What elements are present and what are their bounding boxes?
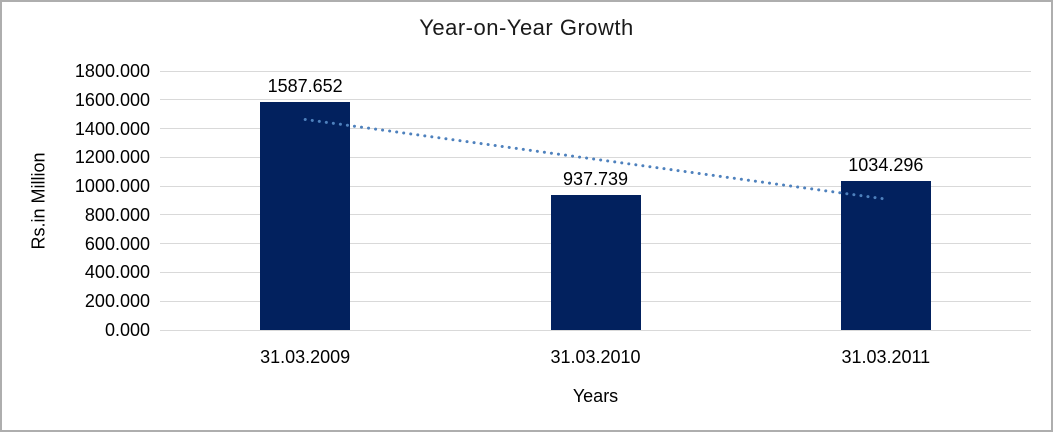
chart-title: Year-on-Year Growth bbox=[419, 15, 634, 40]
x-axis-title: Years bbox=[572, 386, 619, 406]
data-label: 1034.296 bbox=[848, 155, 924, 176]
bar bbox=[260, 101, 351, 330]
y-tick-label: 1400.000 bbox=[74, 118, 150, 139]
y-tick-label: 200.000 bbox=[84, 291, 150, 312]
y-tick-label: 1200.000 bbox=[74, 147, 150, 168]
gridline bbox=[160, 185, 1031, 187]
y-tick-label: 800.000 bbox=[84, 204, 150, 225]
data-label: 1587.652 bbox=[267, 75, 343, 96]
x-tick-label: 31.03.2009 bbox=[260, 347, 351, 367]
y-tick-label: 0.000 bbox=[104, 320, 150, 340]
gridline bbox=[160, 156, 1031, 158]
x-tick-label: 31.03.2010 bbox=[550, 347, 641, 367]
trendline bbox=[303, 117, 888, 201]
y-tick-label: 600.000 bbox=[84, 233, 150, 254]
plot-area: 1587.652 937.739 1034.296 bbox=[160, 70, 1031, 331]
gridline bbox=[160, 128, 1031, 130]
y-tick-label: 400.000 bbox=[84, 262, 150, 283]
x-tick-label: 31.03.2011 bbox=[841, 347, 931, 367]
data-label: 937.739 bbox=[562, 169, 629, 190]
y-tick-label: 1600.000 bbox=[74, 89, 150, 110]
y-tick-label: 1000.000 bbox=[74, 176, 150, 197]
bar bbox=[550, 195, 641, 330]
gridline bbox=[160, 99, 1031, 101]
gridline bbox=[160, 70, 1031, 72]
y-tick-label: 1800.000 bbox=[74, 61, 150, 81]
bar bbox=[840, 181, 931, 330]
gridline bbox=[160, 329, 1031, 331]
